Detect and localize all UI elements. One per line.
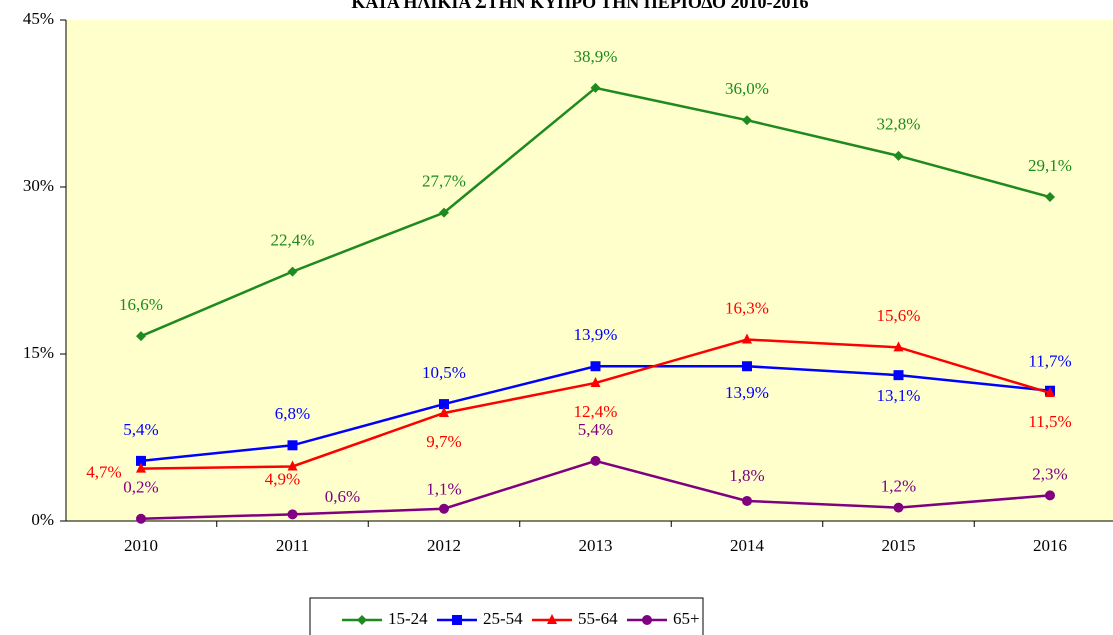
data-label: 27,7% <box>422 172 466 191</box>
marker <box>439 407 449 418</box>
data-label: 32,8% <box>877 115 921 134</box>
data-label: 38,9% <box>574 47 618 66</box>
marker <box>893 370 904 381</box>
x-tick-label: 2014 <box>730 536 765 555</box>
marker <box>590 82 601 93</box>
x-tick-label: 2013 <box>579 536 613 555</box>
data-label: 4,7% <box>86 463 121 482</box>
data-label: 5,4% <box>123 420 158 439</box>
marker <box>287 460 298 471</box>
marker <box>136 331 146 342</box>
data-label: 13,9% <box>574 325 618 344</box>
data-label: 11,5% <box>1028 412 1071 431</box>
data-label: 13,9% <box>725 383 769 402</box>
marker <box>452 615 462 625</box>
data-label: 13,1% <box>877 386 921 405</box>
marker <box>439 503 449 514</box>
data-label: 16,6% <box>119 295 163 314</box>
data-label: 36,0% <box>725 79 769 98</box>
marker <box>547 614 557 624</box>
y-tick-label: 15% <box>23 343 54 362</box>
legend-label: 55-64 <box>578 609 618 628</box>
data-label: 5,4% <box>578 420 613 439</box>
marker <box>439 399 449 410</box>
legend-label: 15-24 <box>388 609 428 628</box>
y-tick-label: 30% <box>23 176 54 195</box>
marker <box>642 615 652 625</box>
data-label: 10,5% <box>422 363 466 382</box>
data-label: 0,2% <box>123 478 158 497</box>
data-label: 29,1% <box>1028 156 1072 175</box>
marker <box>287 440 298 451</box>
legend-box <box>309 597 704 635</box>
marker <box>893 150 904 161</box>
data-label: 9,7% <box>426 432 461 451</box>
marker <box>439 207 449 218</box>
data-label: 0,6% <box>325 487 360 506</box>
marker <box>590 361 601 372</box>
data-label: 15,6% <box>877 306 921 325</box>
marker <box>742 115 752 126</box>
data-label: 1,8% <box>729 466 764 485</box>
marker <box>590 376 601 387</box>
marker <box>893 502 904 513</box>
data-label: 11,7% <box>1028 352 1071 371</box>
marker <box>1045 386 1055 397</box>
legend-label: 65+ <box>673 609 700 628</box>
x-tick-label: 2015 <box>882 536 916 555</box>
marker <box>136 462 146 473</box>
data-label: 2,3% <box>1032 464 1067 483</box>
data-label: 1,2% <box>881 477 916 496</box>
y-tick-label: 45% <box>23 9 54 28</box>
marker <box>742 361 752 372</box>
marker <box>1045 192 1055 203</box>
plot-area <box>66 20 1113 521</box>
x-tick-label: 2010 <box>124 536 158 555</box>
x-tick-label: 2011 <box>276 536 309 555</box>
y-tick-label: 0% <box>31 510 54 529</box>
marker <box>590 455 601 466</box>
data-label: 22,4% <box>271 231 315 250</box>
marker <box>1045 490 1055 501</box>
data-label: 4,9% <box>265 469 300 488</box>
data-label: 16,3% <box>725 298 769 317</box>
marker <box>136 513 146 524</box>
marker <box>287 266 298 277</box>
x-tick-label: 2016 <box>1033 536 1067 555</box>
data-label: 1,1% <box>426 480 461 499</box>
marker <box>742 495 752 506</box>
chart-title: ΚΑΤΑ ΗΛΙΚΙΑ ΣΤΗΝ ΚΥΠΡΟ ΤΗΝ ΠΕΡΙΟΔΟ 2010-… <box>351 0 808 12</box>
marker <box>136 455 146 466</box>
data-label: 6,8% <box>275 404 310 423</box>
data-label: 12,4% <box>574 402 618 421</box>
x-tick-label: 2012 <box>427 536 461 555</box>
marker <box>357 615 367 625</box>
marker <box>742 333 752 344</box>
legend-label: 25-54 <box>483 609 523 628</box>
marker <box>893 341 904 352</box>
marker <box>287 509 298 520</box>
